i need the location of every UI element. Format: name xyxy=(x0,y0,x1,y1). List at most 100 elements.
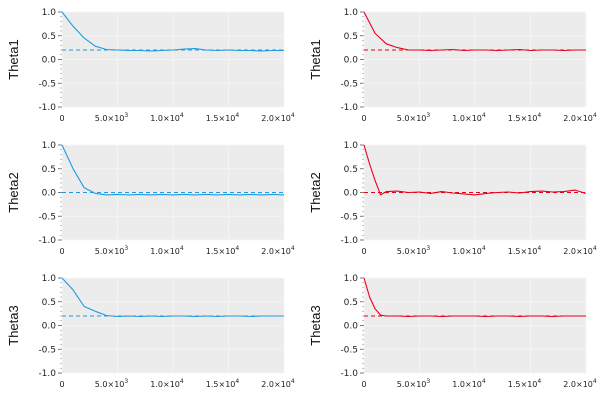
x-tick-exponent: 3 xyxy=(124,112,128,119)
y-tick-label: 0.5 xyxy=(42,298,56,308)
x-tick-exponent: 3 xyxy=(426,378,430,385)
x-tick-exponent: 4 xyxy=(482,378,486,385)
x-tick-exponent: 4 xyxy=(291,245,295,252)
x-tick-exponent: 4 xyxy=(180,378,184,385)
x-tick-exponent: 3 xyxy=(124,245,128,252)
x-tick-label: 0 xyxy=(361,380,366,389)
y-axis-label: Theta2 xyxy=(308,172,323,212)
x-tick-label: 5.0×103 xyxy=(95,112,129,123)
x-tick-exponent: 4 xyxy=(593,378,597,385)
y-tick-label: 1.0 xyxy=(42,274,57,284)
chart-panel-6: 1.0 0.5 0.0 -0.5 -1.00 5.0×103 1.0×104 1.5×104 2… xyxy=(308,274,597,389)
x-tick-exponent: 4 xyxy=(482,112,486,119)
y-tick-label: 0.0 xyxy=(42,322,57,332)
x-tick-label: 1.5×104 xyxy=(508,112,542,123)
y-tick-label: -0.5 xyxy=(340,212,358,222)
x-tick-label: 0 xyxy=(361,247,366,256)
x-tick-exponent: 4 xyxy=(291,112,295,119)
y-tick-label: 1.0 xyxy=(42,141,57,151)
x-tick-label: 0 xyxy=(59,380,64,389)
x-tick-label: 1.5×104 xyxy=(206,112,240,123)
y-tick-label: 0.5 xyxy=(42,32,56,42)
x-tick-exponent: 4 xyxy=(235,112,239,119)
y-tick-label: 1.0 xyxy=(42,8,57,18)
series-line xyxy=(61,11,284,52)
x-tick-label: 5.0×103 xyxy=(397,112,431,123)
series-line xyxy=(363,144,587,196)
x-tick-label: 2.0×104 xyxy=(563,245,597,256)
x-tick-exponent: 3 xyxy=(426,112,430,119)
y-tick-label: -0.5 xyxy=(38,345,56,355)
y-tick-label: -0.5 xyxy=(38,212,56,222)
x-tick-exponent: 4 xyxy=(593,245,597,252)
y-axis-label: Theta3 xyxy=(6,305,21,345)
x-tick-exponent: 4 xyxy=(537,245,541,252)
y-tick-label: 1.0 xyxy=(344,141,359,151)
y-tick-label: -0.5 xyxy=(38,79,56,89)
y-tick-label: 0.5 xyxy=(344,298,358,308)
x-tick-label: 1.5×104 xyxy=(508,378,542,389)
x-tick-label: 2.0×104 xyxy=(261,245,295,256)
series-line xyxy=(61,277,284,318)
y-tick-label: 0.0 xyxy=(42,56,57,66)
x-tick-label: 1.0×104 xyxy=(150,245,184,256)
x-tick-label: 5.0×103 xyxy=(95,245,129,256)
y-tick-label: -1.0 xyxy=(340,369,358,379)
y-axis-label: Theta3 xyxy=(308,305,323,345)
x-tick-exponent: 4 xyxy=(235,378,239,385)
chart-panel-5: 1.0 0.5 0.0 -0.5 -1.00 5.0×103 1.0×104 1.5×104 2… xyxy=(6,274,295,389)
y-tick-label: 0.0 xyxy=(344,56,359,66)
x-tick-exponent: 4 xyxy=(180,112,184,119)
y-tick-label: 0.0 xyxy=(42,189,57,199)
chart-panel-4: 1.0 0.5 0.0 -0.5 -1.00 5.0×103 1.0×104 1.5×104 2… xyxy=(308,141,597,256)
chart-panel-3: 1.0 0.5 0.0 -0.5 -1.00 5.0×103 1.0×104 1.5×104 2… xyxy=(6,141,295,256)
y-tick-label: -1.0 xyxy=(38,103,56,113)
x-tick-exponent: 3 xyxy=(426,245,430,252)
x-tick-label: 1.0×104 xyxy=(150,378,184,389)
x-tick-label: 2.0×104 xyxy=(563,378,597,389)
y-axis-label: Theta1 xyxy=(308,39,323,79)
x-tick-exponent: 4 xyxy=(593,112,597,119)
x-tick-label: 1.5×104 xyxy=(508,245,542,256)
x-tick-label: 0 xyxy=(361,114,366,123)
x-tick-exponent: 4 xyxy=(482,245,486,252)
x-tick-label: 0 xyxy=(59,114,64,123)
x-tick-label: 1.5×104 xyxy=(206,245,240,256)
series-line xyxy=(363,11,586,52)
x-tick-label: 5.0×103 xyxy=(397,378,431,389)
y-tick-label: 0.5 xyxy=(344,165,358,175)
chart-panel-2: 1.0 0.5 0.0 -0.5 -1.00 5.0×103 1.0×104 1.5×104 2… xyxy=(308,8,597,123)
x-tick-exponent: 4 xyxy=(235,245,239,252)
y-tick-label: -0.5 xyxy=(340,79,358,89)
x-tick-label: 2.0×104 xyxy=(261,112,295,123)
x-tick-label: 1.0×104 xyxy=(150,112,184,123)
x-tick-label: 2.0×104 xyxy=(261,378,295,389)
x-tick-label: 1.0×104 xyxy=(452,245,486,256)
x-tick-label: 2.0×104 xyxy=(563,112,597,123)
y-tick-label: 0.0 xyxy=(344,189,359,199)
series-line xyxy=(61,144,285,196)
y-axis-label: Theta1 xyxy=(6,39,21,79)
x-tick-label: 1.5×104 xyxy=(206,378,240,389)
y-tick-label: 0.0 xyxy=(344,322,359,332)
y-tick-label: -1.0 xyxy=(38,369,56,379)
series-line xyxy=(363,277,586,318)
y-tick-label: -0.5 xyxy=(340,345,358,355)
chart-panel-1: 1.0 0.5 0.0 -0.5 -1.00 5.0×103 1.0×104 1.5×104 2… xyxy=(6,8,295,123)
x-tick-label: 1.0×104 xyxy=(452,112,486,123)
x-tick-exponent: 4 xyxy=(291,378,295,385)
x-tick-label: 1.0×104 xyxy=(452,378,486,389)
y-tick-label: 0.5 xyxy=(42,165,56,175)
y-tick-label: -1.0 xyxy=(38,236,56,246)
x-tick-label: 0 xyxy=(59,247,64,256)
x-tick-label: 5.0×103 xyxy=(397,245,431,256)
y-tick-label: 1.0 xyxy=(344,274,359,284)
y-tick-label: 1.0 xyxy=(344,8,359,18)
y-tick-label: -1.0 xyxy=(340,103,358,113)
x-tick-exponent: 4 xyxy=(537,112,541,119)
y-axis-label: Theta2 xyxy=(6,172,21,212)
x-tick-label: 5.0×103 xyxy=(95,378,129,389)
y-tick-label: -1.0 xyxy=(340,236,358,246)
y-tick-label: 0.5 xyxy=(344,32,358,42)
